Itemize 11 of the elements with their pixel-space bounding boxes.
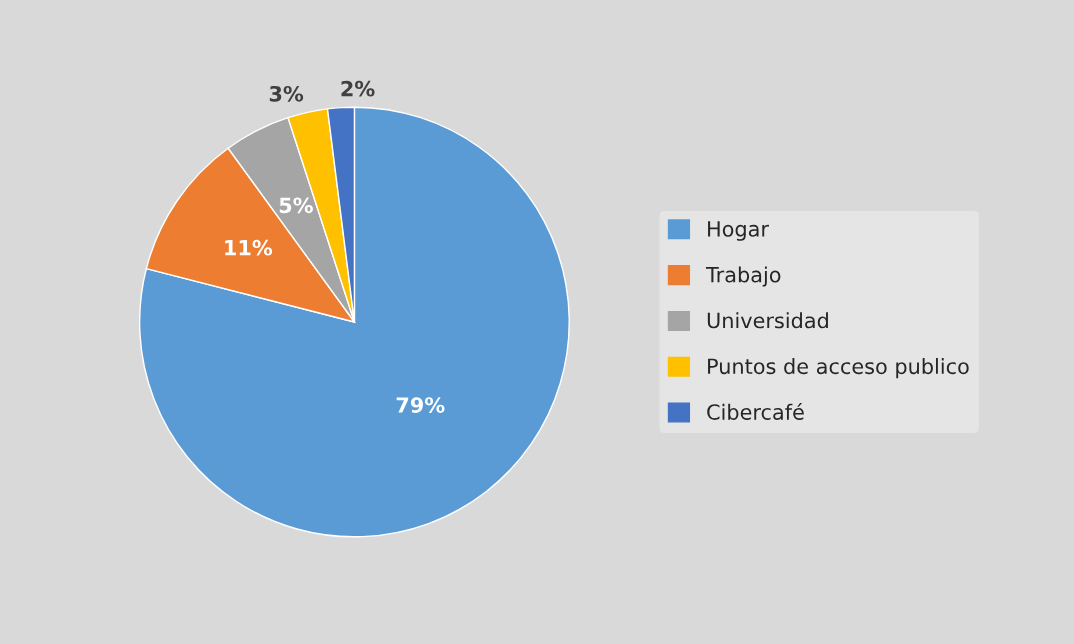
legend-label: Puntos de acceso publico — [708, 358, 969, 379]
data-label: 11% — [225, 239, 273, 256]
data-label: 79% — [396, 397, 445, 413]
legend-label: Universidad — [707, 312, 828, 329]
data-label: 5% — [279, 197, 313, 214]
legend-label: Trabajo — [705, 266, 781, 287]
pie-slice — [138, 106, 570, 538]
data-label: 2% — [341, 80, 375, 97]
legend-label: Cibercafé — [707, 402, 804, 420]
legend-label: Hogar — [708, 221, 769, 241]
data-label: 3% — [269, 85, 304, 102]
